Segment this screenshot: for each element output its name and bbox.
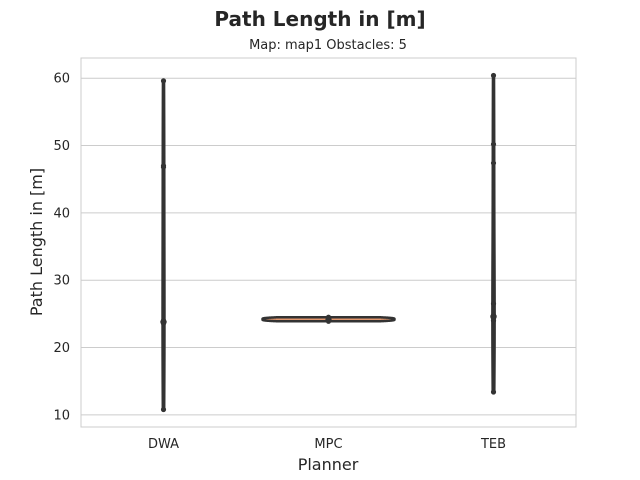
median-point <box>490 313 497 320</box>
x-tick-label: DWA <box>148 437 179 452</box>
median-point <box>325 316 332 324</box>
data-point <box>490 389 497 395</box>
y-axis-label: Path Length in [m] <box>27 168 46 316</box>
data-point <box>490 141 497 147</box>
y-tick-label: 30 <box>53 274 70 289</box>
data-point <box>160 163 167 169</box>
y-tick-label: 10 <box>53 408 70 423</box>
x-axis-label: Planner <box>298 455 359 474</box>
data-point <box>160 78 167 84</box>
y-tick-label: 20 <box>53 341 70 356</box>
data-point <box>160 406 167 413</box>
chart-title: Path Length in [m] <box>214 7 425 31</box>
x-tick-label: TEB <box>480 437 506 452</box>
chart-subtitle: Map: map1 Obstacles: 5 <box>249 38 407 53</box>
median-point <box>160 318 167 326</box>
grid-lines <box>81 77 576 416</box>
data-point <box>490 72 497 79</box>
y-tick-label: 60 <box>53 72 70 87</box>
y-tick-labels: 10 20 30 40 50 60 <box>53 72 70 424</box>
plot-frame <box>80 57 577 428</box>
x-tick-labels: DWA MPC TEB <box>148 437 506 452</box>
x-tick-label: MPC <box>314 437 342 452</box>
data-points <box>160 72 497 413</box>
data-point <box>490 301 497 307</box>
violins <box>161 74 496 411</box>
data-point <box>490 160 497 166</box>
y-tick-label: 40 <box>53 206 70 221</box>
y-tick-label: 50 <box>53 139 70 154</box>
